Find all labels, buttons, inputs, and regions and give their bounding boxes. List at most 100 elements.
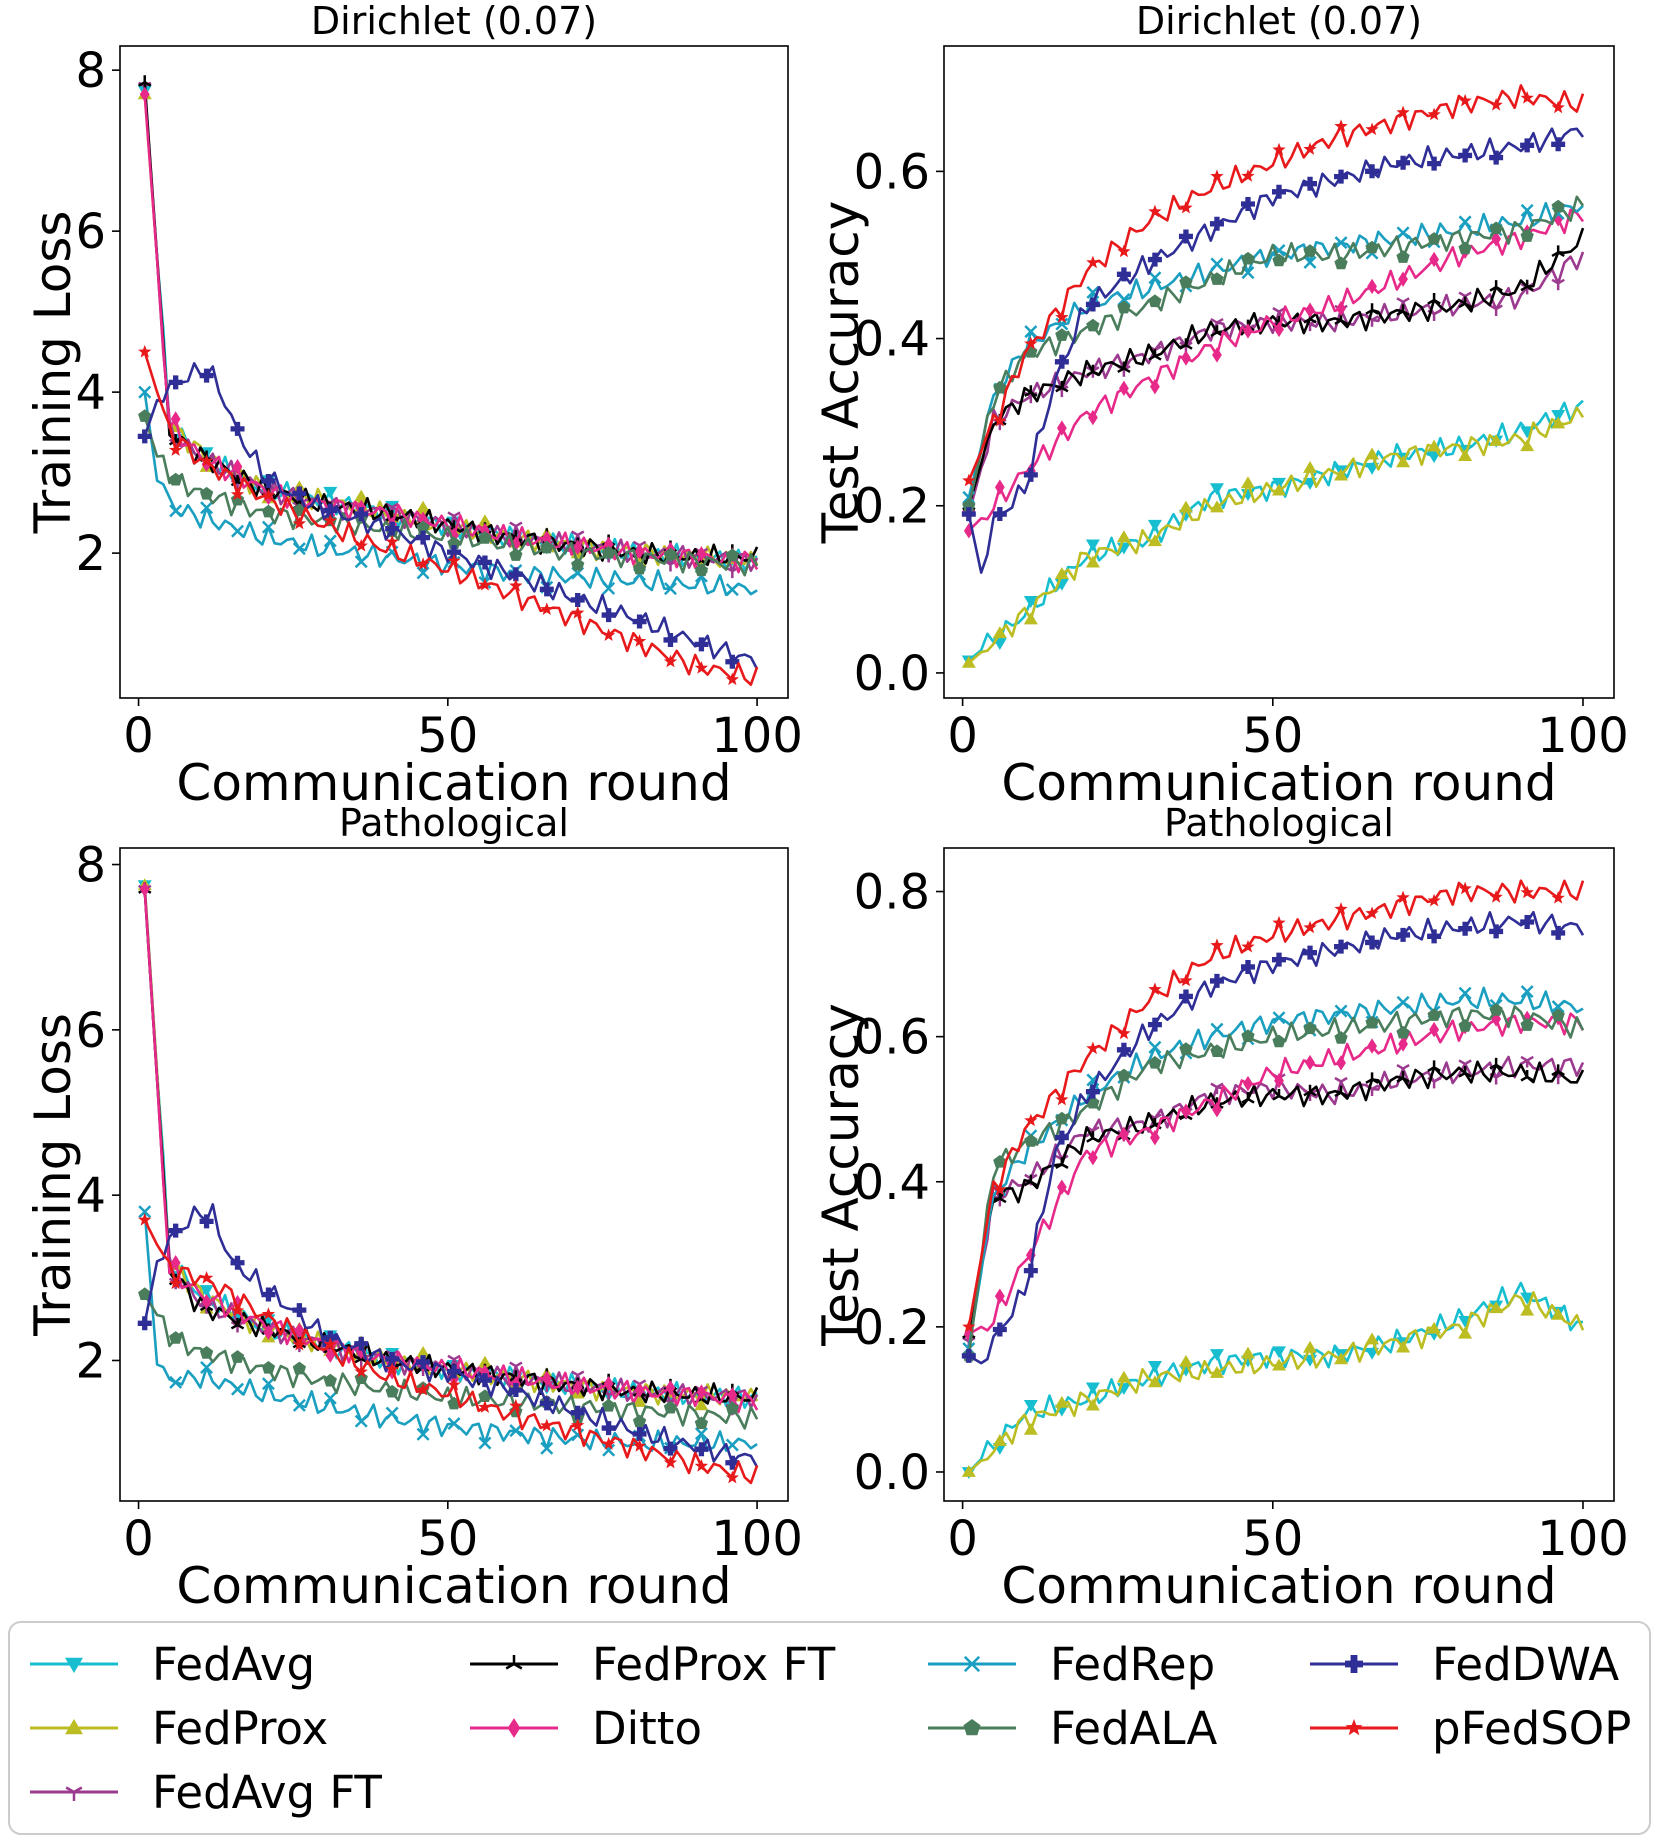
marker-ditto (572, 539, 583, 556)
marker-fedprox-ft (1241, 1092, 1255, 1104)
series-group (137, 75, 759, 686)
marker-feddwa (1023, 467, 1038, 482)
y-tick-label: 0.4 (854, 312, 930, 368)
series-line-fedrep (143, 391, 758, 597)
marker-pfedsop (447, 553, 461, 567)
chart-panel-4: Pathological 0 50 100 0.0 0.2 0.4 0.6 0.8 Communi… (812, 801, 1629, 1615)
marker-ditto (994, 1288, 1005, 1304)
marker-ditto (1243, 323, 1253, 339)
marker-fedavg (1147, 519, 1162, 532)
marker-pfedsop (385, 534, 399, 548)
marker-pfedsop (1179, 200, 1193, 214)
marker-fedprox-ft (1086, 364, 1100, 377)
marker-feddwa (385, 521, 400, 536)
marker-fedala (447, 536, 461, 550)
y-tick-label: 2 (75, 1333, 106, 1389)
marker-fedala (169, 472, 183, 486)
marker-feddwa (961, 1348, 976, 1363)
marker-fedprox-ft (1024, 385, 1038, 397)
marker-ditto (1025, 1247, 1036, 1263)
marker-fedprox (1427, 1321, 1442, 1334)
marker-fedprox-ft (1303, 1084, 1317, 1097)
x-tick-label: 50 (417, 708, 478, 764)
marker-fedrep (1024, 325, 1038, 339)
marker-ditto (1398, 271, 1408, 287)
marker-feddwa (1489, 150, 1504, 165)
marker-pfedsop (571, 1418, 585, 1432)
axes-frame (943, 45, 1615, 699)
marker-ditto (696, 546, 707, 562)
y-axis-label: Training Loss (24, 1013, 82, 1337)
marker-fedala (385, 1384, 399, 1398)
marker-feddwa (539, 1396, 554, 1411)
marker-fedala (1520, 229, 1534, 242)
marker-feddwa (1520, 138, 1535, 153)
marker-fedala (1210, 272, 1224, 285)
marker-fedrep (1148, 271, 1162, 285)
marker-fedavg (323, 486, 338, 499)
marker-fedala (1086, 318, 1100, 332)
marker-pfedsop (540, 602, 554, 616)
marker-feddwa (1303, 945, 1318, 960)
series-line-fedprox-ft (967, 1060, 1585, 1335)
marker-fedrep (663, 582, 677, 596)
series-line-fedprox (967, 1291, 1585, 1473)
legend-item-feddwa: FedDWA (1310, 1638, 1619, 1691)
marker-fedavg (1209, 1349, 1224, 1362)
marker-pfedsop (1241, 169, 1255, 182)
series-line-pfedsop (967, 879, 1585, 1328)
marker-ditto (634, 543, 645, 560)
marker-feddwa (1054, 354, 1069, 369)
legend-marker-fedavg (65, 1657, 83, 1673)
y-tick-label: 0.6 (854, 144, 930, 200)
marker-fedprox-ft (1489, 280, 1503, 292)
marker-fedprox (1551, 416, 1566, 429)
x-axis-label: Communication round (1001, 754, 1556, 812)
marker-ditto (696, 1384, 707, 1400)
marker-fedavg (1147, 1361, 1162, 1373)
legend: FedAvg FedProx FedAvg FT FedProx FT Ditto Fed… (8, 1621, 1651, 1835)
marker-ditto (572, 1379, 583, 1396)
marker-ditto (1429, 1021, 1439, 1038)
series-line-fedala (967, 1005, 1585, 1357)
marker-pfedsop (1334, 119, 1348, 132)
marker-fedprox-ft (1055, 1157, 1069, 1169)
legend-label: FedAvg FT (152, 1766, 382, 1819)
marker-fedala (1179, 1042, 1193, 1055)
x-tick-label: 0 (947, 708, 978, 764)
legend-item-fedavg: FedAvg (30, 1638, 315, 1691)
marker-pfedsop (199, 1270, 214, 1284)
marker-feddwa (1116, 1042, 1131, 1057)
marker-fedprox-ft (1117, 361, 1131, 374)
marker-pfedsop (571, 605, 585, 619)
marker-fedala (1427, 232, 1441, 245)
marker-fedprox (1303, 461, 1318, 473)
marker-fedprox (1272, 483, 1286, 496)
marker-fedprox (1240, 1346, 1255, 1359)
marker-ditto (356, 1343, 367, 1360)
marker-fedala (1117, 1068, 1131, 1082)
legend-marker-fedprox (65, 1719, 83, 1735)
marker-fedavg-ft (1551, 278, 1565, 291)
marker-feddwa (539, 582, 554, 597)
marker-pfedsop (416, 1382, 430, 1396)
x-axis-label: Communication round (176, 754, 731, 812)
marker-feddwa (137, 1316, 152, 1331)
marker-pfedsop (1458, 93, 1472, 107)
marker-ditto (1056, 420, 1067, 436)
x-tick-label: 0 (123, 1511, 154, 1567)
marker-ditto (994, 479, 1005, 495)
y-tick-label: 2 (75, 526, 106, 582)
marker-fedprox (1272, 1358, 1286, 1371)
marker-pfedsop (993, 1182, 1007, 1196)
marker-fedala (416, 520, 430, 534)
marker-fedala (138, 409, 152, 422)
marker-fedprox (1520, 439, 1535, 452)
marker-fedrep (478, 1436, 492, 1450)
marker-feddwa (1365, 935, 1380, 950)
marker-fedprox (632, 554, 647, 567)
panel-title: Dirichlet (0.07) (311, 0, 597, 43)
marker-fedala (725, 1401, 739, 1415)
legend-marker-pfedsop (1345, 1719, 1363, 1736)
